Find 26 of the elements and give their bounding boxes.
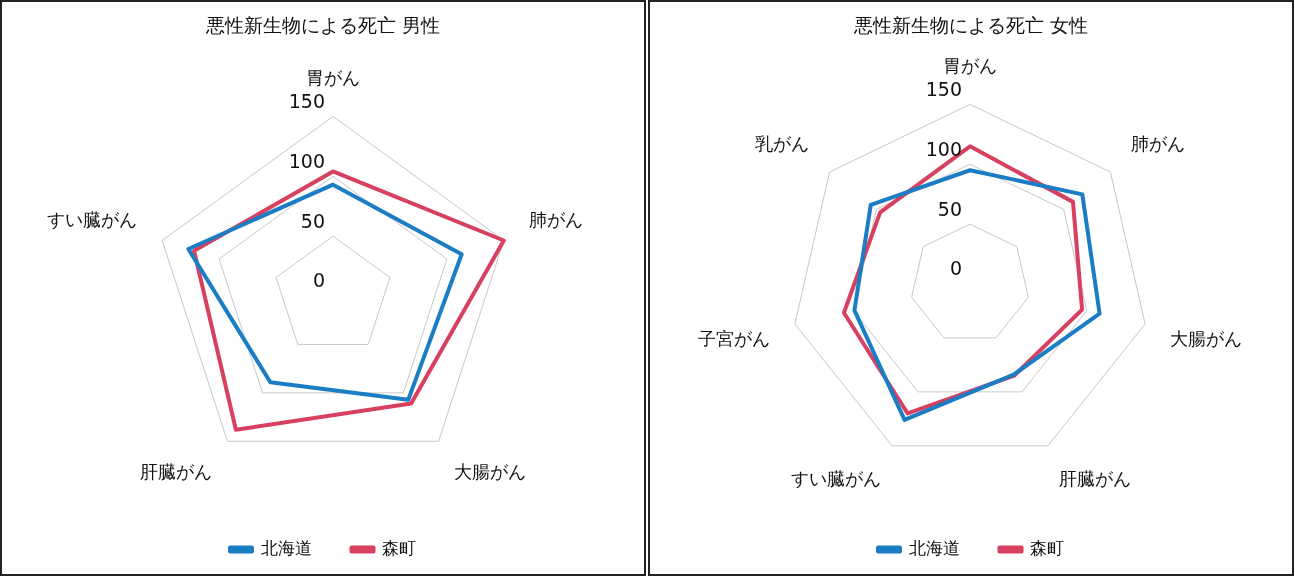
spoke-label: 大腸がん xyxy=(1170,328,1243,350)
y-tick-label: 100 xyxy=(925,137,962,160)
legend-label: 北海道 xyxy=(908,537,960,558)
y-tick-label: 100 xyxy=(288,149,325,172)
spoke-label: すい臓がん xyxy=(47,209,138,231)
legend-label: 北海道 xyxy=(260,537,312,558)
spoke-label: すい臓がん xyxy=(790,467,881,489)
legend-label: 森町 xyxy=(1030,537,1064,558)
y-tick-label: 150 xyxy=(288,89,325,112)
spoke-label: 肝臓がん xyxy=(140,460,213,482)
spoke-label: 乳がん xyxy=(755,132,810,154)
spoke-label: 胃がん xyxy=(306,67,360,89)
y-tick-label: 50 xyxy=(300,209,325,232)
chart-title: 悪性新生物による死亡 女性 xyxy=(852,14,1089,37)
spoke-label: 肝臓がん xyxy=(1059,467,1132,489)
spoke-label: 子宮がん xyxy=(697,328,770,350)
legend-label: 森町 xyxy=(382,537,416,558)
spoke-label: 大腸がん xyxy=(453,460,526,482)
y-tick-label: 150 xyxy=(925,77,962,100)
y-tick-label: 0 xyxy=(949,257,962,280)
y-tick-label: 0 xyxy=(312,269,325,292)
spoke-label: 肺がん xyxy=(528,209,583,231)
spoke-label: 肺がん xyxy=(1130,132,1185,154)
chart-title: 悪性新生物による死亡 男性 xyxy=(204,14,441,37)
spoke-label: 胃がん xyxy=(943,55,997,77)
y-tick-label: 50 xyxy=(937,197,962,220)
